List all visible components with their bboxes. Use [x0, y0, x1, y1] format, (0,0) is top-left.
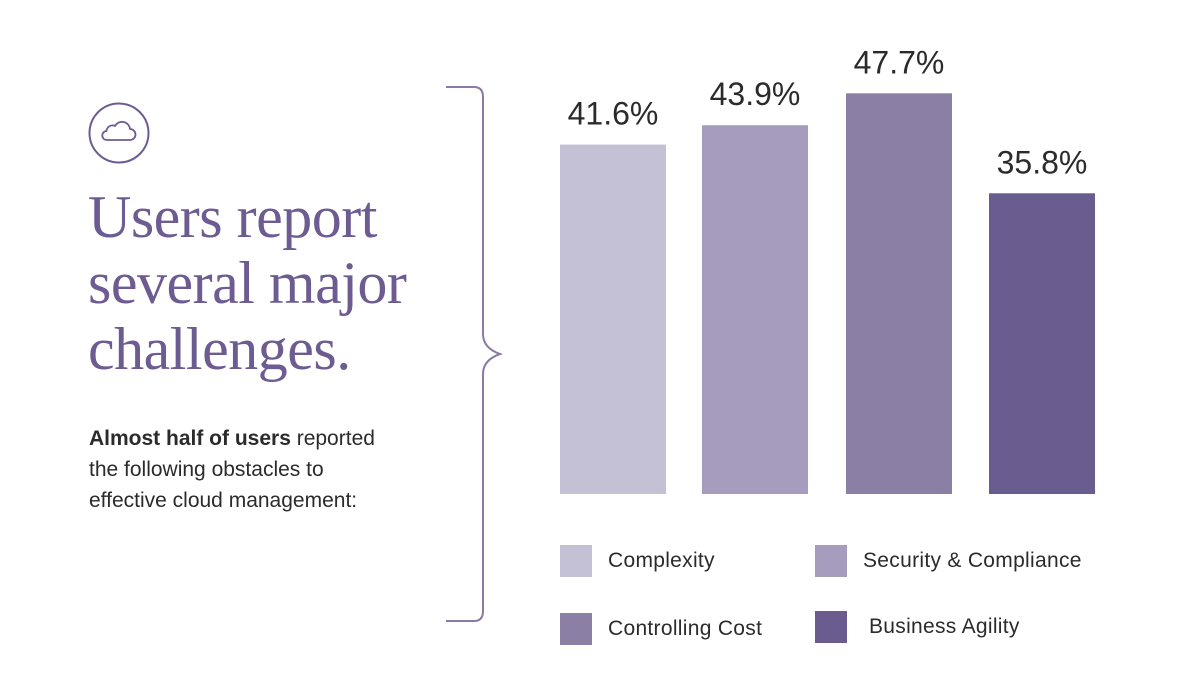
legend-swatch-complexity	[560, 545, 592, 577]
legend-item-security: Security & Compliance	[815, 545, 1082, 577]
curly-bracket	[446, 86, 504, 622]
bar-complexity	[560, 144, 666, 494]
legend-item-complexity: Complexity	[560, 545, 715, 577]
data-label-controlling-cost: 47.7%	[854, 44, 945, 80]
cloud-icon	[88, 102, 150, 164]
legend-label-security: Security & Compliance	[863, 549, 1082, 572]
headline: Users report several major challenges.	[88, 184, 448, 382]
headline-line-3: challenges.	[88, 316, 351, 382]
subtext: Almost half of users reported the follow…	[89, 423, 419, 516]
data-label-security-compliance: 43.9%	[710, 76, 801, 112]
legend-swatch-cost	[560, 613, 592, 645]
legend-label-agility: Business Agility	[869, 615, 1020, 638]
headline-line-1: Users report	[88, 184, 377, 250]
bar-controlling-cost	[846, 93, 952, 494]
bar-business-agility	[989, 193, 1095, 494]
data-label-business-agility: 35.8%	[997, 144, 1088, 180]
legend-label-complexity: Complexity	[608, 549, 715, 572]
subtext-line-2: the following obstacles to	[89, 458, 324, 481]
subtext-rest: reported	[290, 427, 375, 450]
legend-item-agility: Business Agility	[815, 611, 1020, 643]
subtext-line-3: effective cloud management:	[89, 489, 358, 512]
data-label-complexity: 41.6%	[568, 96, 659, 132]
legend-item-cost: Controlling Cost	[560, 613, 762, 645]
headline-line-2: several major	[88, 250, 407, 316]
bar-security-compliance	[702, 125, 808, 495]
legend-swatch-agility	[815, 611, 847, 643]
legend-label-cost: Controlling Cost	[608, 617, 763, 640]
subtext-bold: Almost half of users	[89, 427, 291, 450]
legend-swatch-security	[815, 545, 847, 577]
